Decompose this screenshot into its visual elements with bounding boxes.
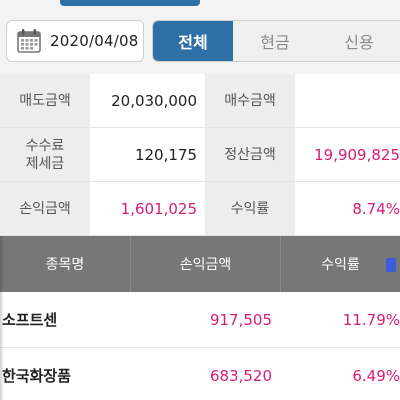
summary-row-pnl: 손익금액 1,601,025 수익률 8.74% [0,182,400,236]
pnl-value: 1,601,025 [90,182,205,235]
summary-row-amounts: 매도금액 20,030,000 매수금액 [0,74,400,128]
tab-cash[interactable]: 현금 [260,33,290,52]
top-accent-bar [60,0,200,6]
settlement-value: 19,909,825 [295,128,400,181]
fee-tax-label: 수수료 제세금 [0,128,90,181]
column-header-pnl[interactable]: 손익금액 [130,236,280,292]
table-row[interactable]: 소프트센 917,505 11.79% [0,292,400,348]
buy-amount-label: 매수금액 [205,74,295,127]
date-value: 2020/04/08 [50,32,139,50]
table-edge-shadow [0,236,4,400]
fee-label-line1: 수수료 [25,137,65,154]
stock-pnl: 917,505 [209,310,272,329]
tab-all[interactable]: 전체 [153,21,233,61]
column-header-rate-label: 수익률 [321,257,360,273]
sell-amount-label: 매도금액 [0,74,90,127]
stock-name: 한국화장품 [2,367,72,385]
table-row[interactable]: 한국화장품 683,520 6.49% [0,348,400,400]
sell-amount-value: 20,030,000 [90,74,205,127]
column-header-rate[interactable]: 수익률 [280,236,400,292]
return-value: 8.74% [295,182,400,235]
account-type-tabs: 전체 현금 신용 [152,20,400,62]
calendar-icon [17,29,41,53]
pnl-label: 손익금액 [0,182,90,235]
date-picker[interactable]: 2020/04/08 [6,20,144,62]
holdings-table: 종목명 손익금액 수익률 소프트센 917,505 11.79% 한국화장품 6… [0,236,400,400]
top-strip [0,0,400,8]
stock-rate: 6.49% [352,366,400,385]
tab-credit[interactable]: 신용 [344,33,374,52]
fee-tax-value: 120,175 [90,128,205,181]
summary-row-fees: 수수료 제세금 120,175 정산금액 19,909,825 [0,128,400,182]
scroll-marker-icon [386,258,396,272]
column-header-name[interactable]: 종목명 [45,257,85,273]
stock-pnl: 683,520 [209,366,272,385]
stock-rate: 11.79% [342,310,400,329]
buy-amount-value [295,74,400,127]
stock-name: 소프트센 [2,311,58,329]
return-label: 수익률 [205,182,295,235]
settlement-label: 정산금액 [205,128,295,181]
summary-panel: 매도금액 20,030,000 매수금액 수수료 제세금 120,175 정산금액… [0,74,400,236]
table-header: 종목명 손익금액 수익률 [0,236,400,292]
fee-label-line2: 제세금 [25,155,65,172]
